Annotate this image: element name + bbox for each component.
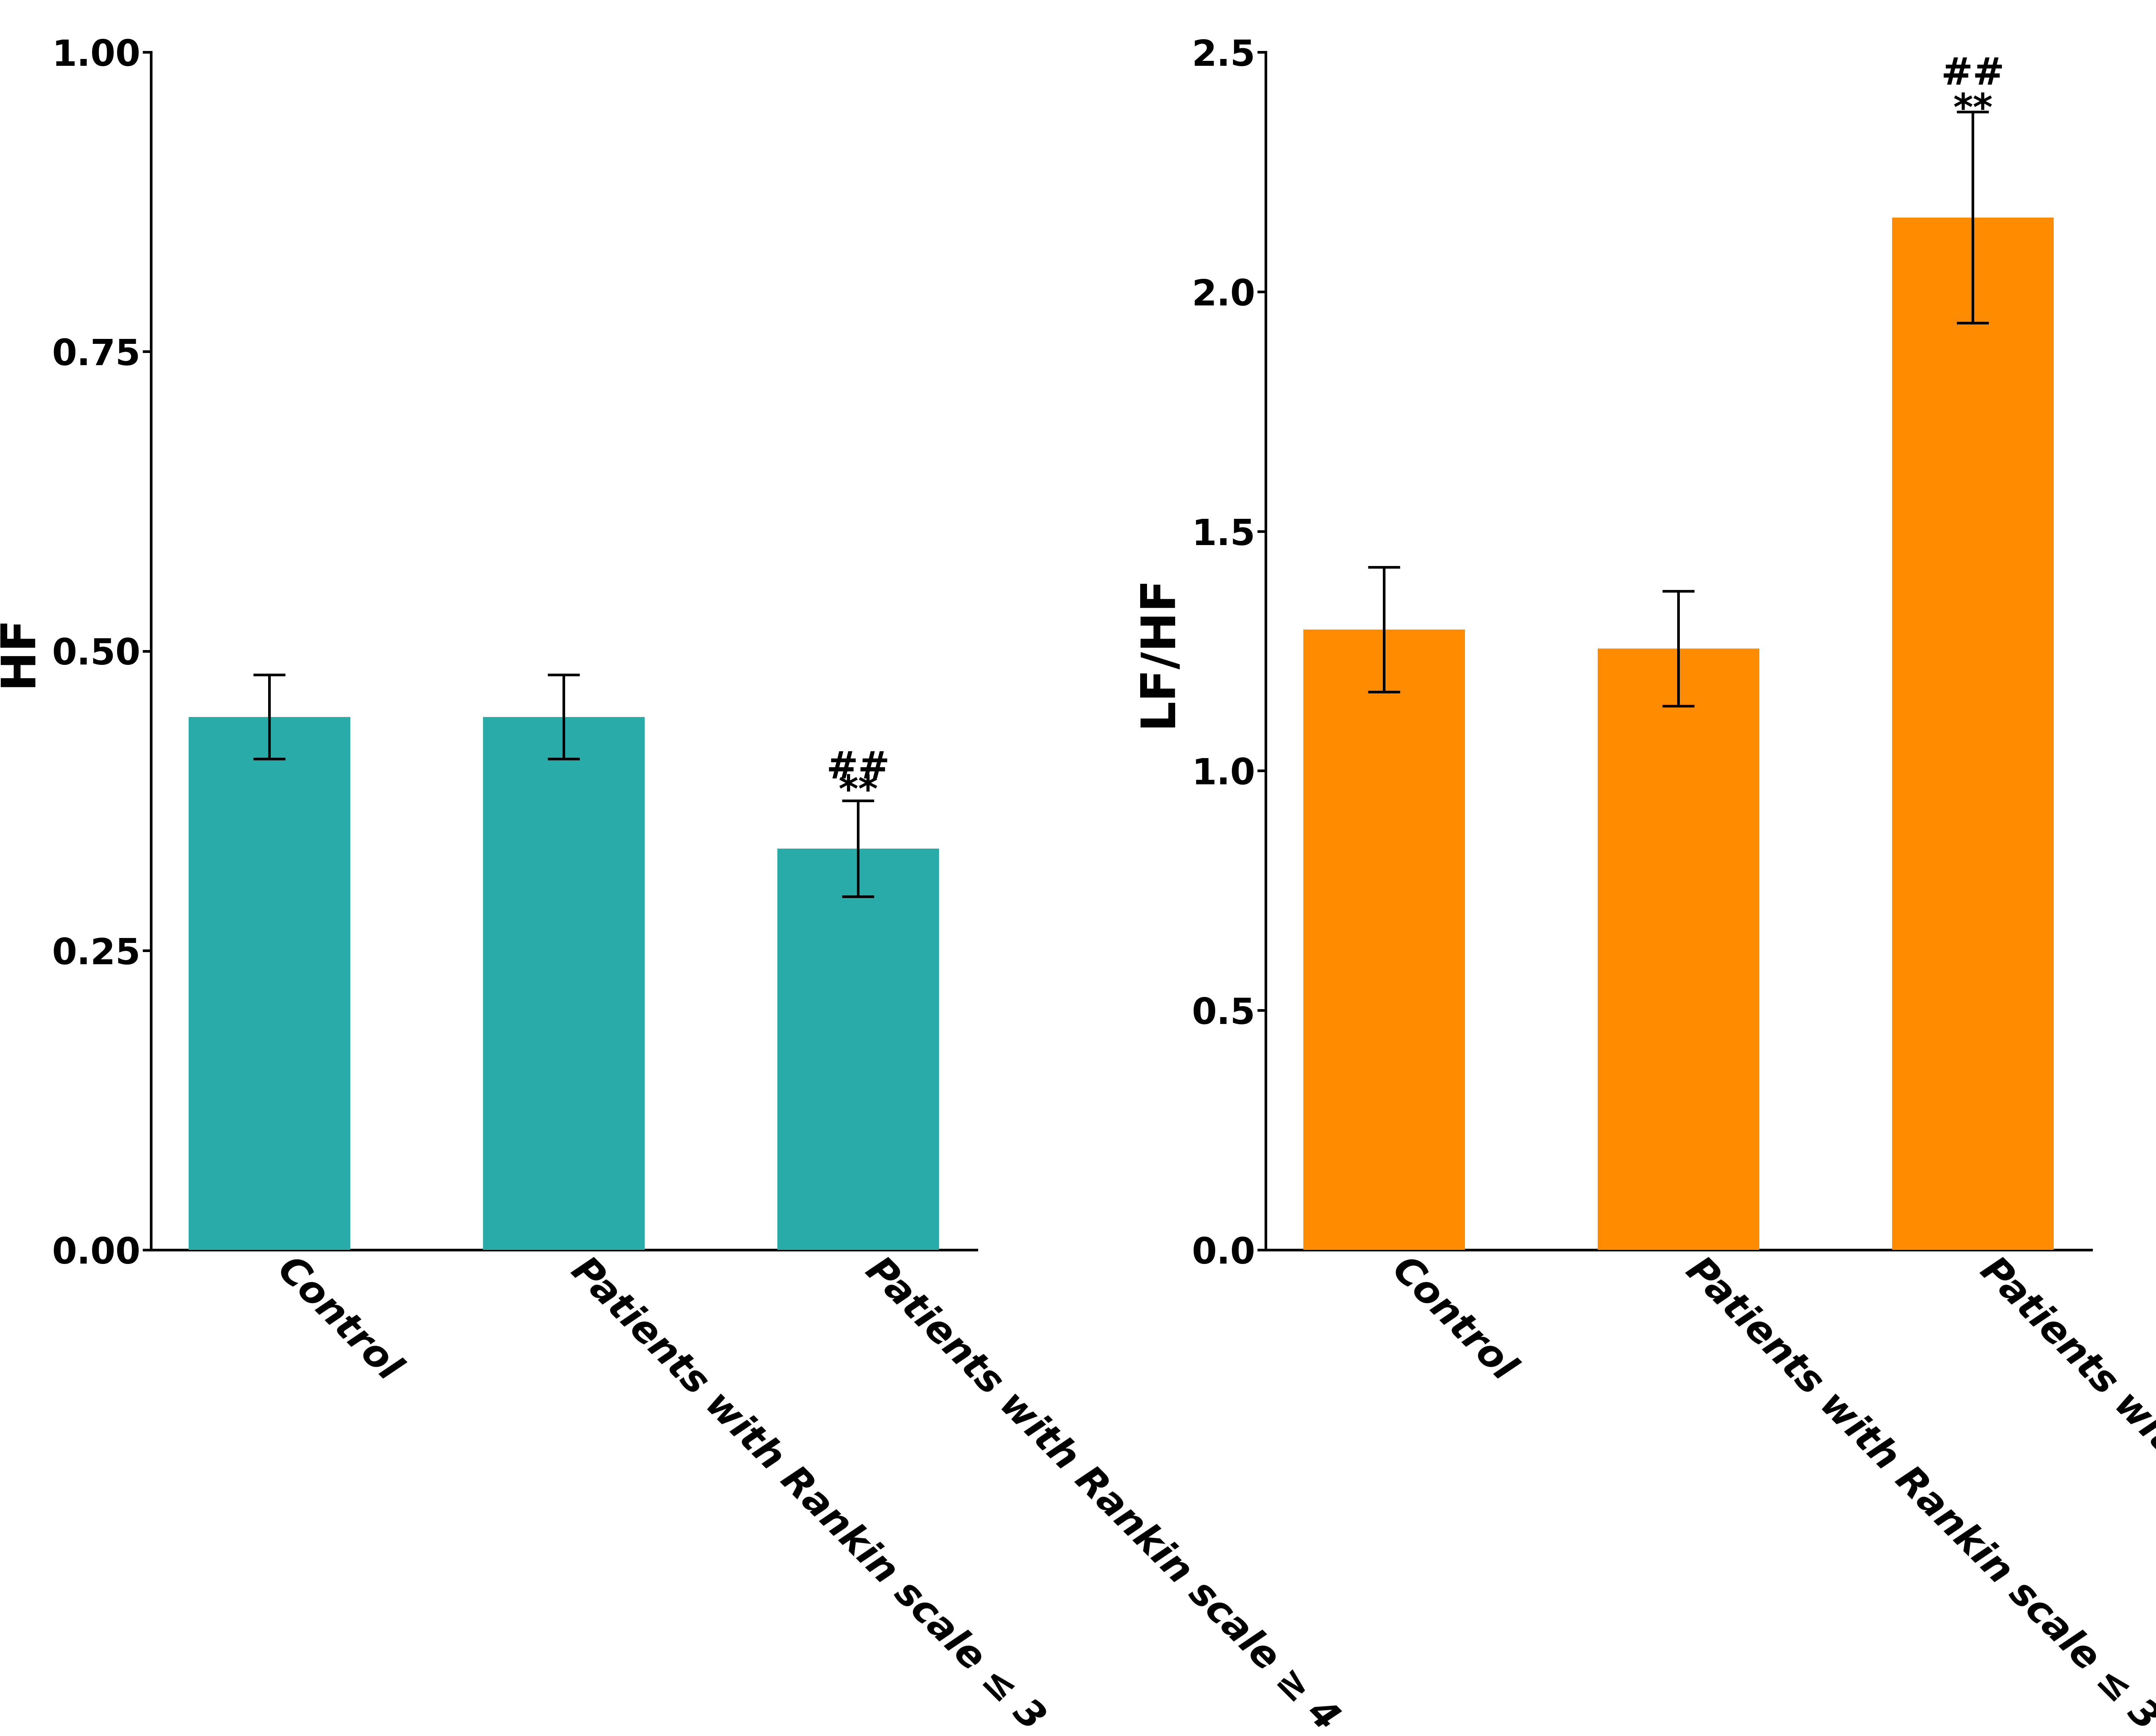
Bar — [188, 717, 351, 1250]
Text: ##: ## — [826, 750, 890, 786]
Bar — [1302, 630, 1466, 1250]
Text: **: ** — [1953, 92, 1992, 128]
Text: ##: ## — [1940, 56, 2005, 92]
Bar — [1891, 217, 2055, 1250]
Bar — [1598, 649, 1759, 1250]
Bar — [483, 717, 645, 1250]
Text: **: ** — [839, 774, 877, 811]
Y-axis label: HF: HF — [0, 615, 41, 687]
Bar — [776, 849, 940, 1250]
Y-axis label: LF/HF: LF/HF — [1134, 575, 1181, 727]
